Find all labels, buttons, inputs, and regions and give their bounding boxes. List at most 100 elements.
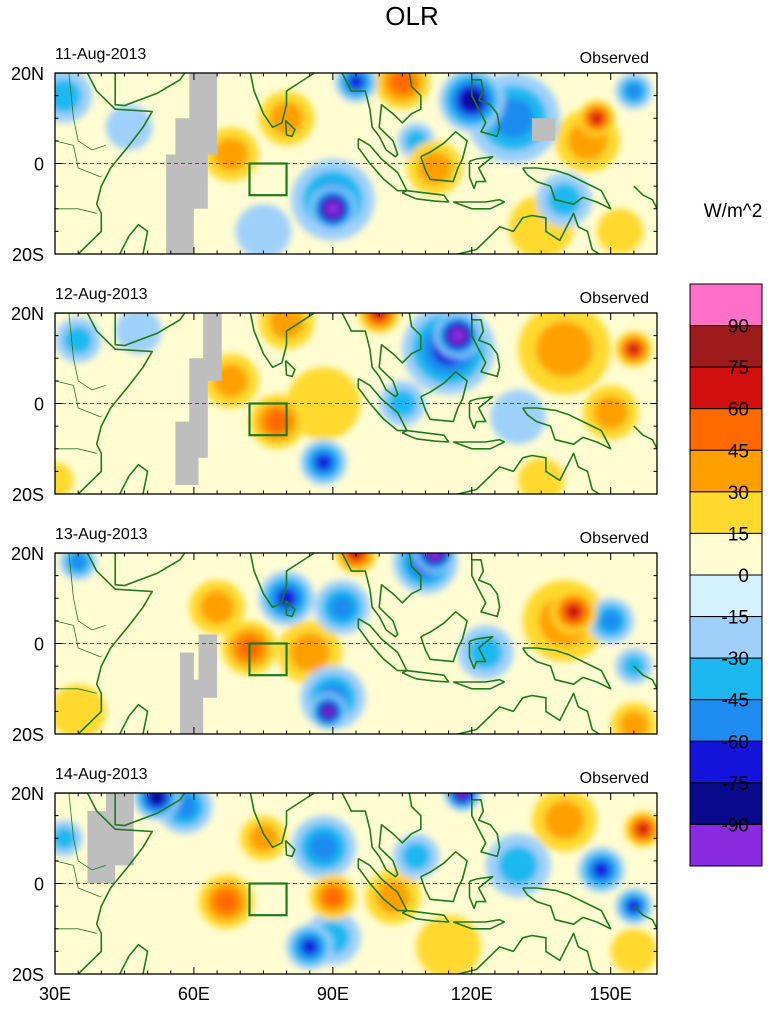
missing-data-mask [175, 313, 222, 485]
coastline [284, 839, 296, 858]
colorbar-level-label: -30 [722, 649, 749, 670]
country-border [55, 140, 102, 178]
olr-contour [269, 313, 304, 339]
coastline [119, 703, 149, 734]
country-border [55, 620, 102, 658]
coastline [468, 395, 494, 430]
olr-contour [371, 313, 387, 321]
olr-contour [625, 83, 643, 100]
olr-contour [600, 610, 621, 631]
olr-field [55, 553, 657, 734]
coastline [522, 407, 612, 450]
coastline [420, 611, 468, 663]
olr-contour [544, 800, 585, 840]
index-box-region [248, 162, 288, 197]
coastline [231, 313, 316, 369]
coastline [468, 635, 494, 670]
colorbar-swatch [689, 408, 763, 451]
panel-date: 13-Aug-2013 [55, 526, 148, 543]
olr-contour [301, 938, 318, 955]
coastline [401, 669, 450, 683]
colorbar-labels: 90 75 60 45 30 15 0 -15 -30 -45 -60 -75 -90 [722, 317, 749, 837]
coastlines [55, 73, 657, 254]
coastline [633, 425, 657, 450]
panel-2: 20N 0 20S 12-Aug-2013 Observed [11, 286, 658, 505]
y-tick-label: 20N [11, 544, 44, 564]
olr-contour [55, 462, 74, 494]
y-tick-label: 20N [11, 784, 44, 804]
axis-ticks [54, 552, 658, 735]
country-border [55, 860, 102, 898]
panels: 20N 0 20S 11-Aug-2013 Observed 20N 0 20S 12-Aug-… [11, 46, 658, 985]
country-border [55, 208, 97, 214]
olr-contour [235, 204, 292, 254]
country-border [55, 928, 97, 934]
country-border [55, 448, 97, 454]
olr-contour [213, 364, 249, 398]
colorbar-swatch [689, 283, 763, 327]
olr-contour [55, 78, 82, 113]
olr-contour [315, 454, 332, 471]
coastline [55, 793, 153, 974]
olr-contour [636, 822, 650, 836]
coastline [119, 223, 149, 254]
olr-contour [309, 833, 338, 862]
coastline [114, 313, 186, 347]
olr-contour [115, 313, 162, 354]
coastline [401, 189, 450, 203]
coastline [471, 799, 501, 858]
coastline [114, 793, 186, 827]
y-tick-label: 20N [11, 304, 44, 324]
olr-contour [453, 330, 463, 341]
coastline [452, 918, 505, 930]
colorbar-swatch [689, 823, 763, 867]
coastline [231, 793, 316, 849]
colorbar-level-label: 15 [728, 524, 749, 545]
index-box-region [248, 402, 288, 437]
coastline [231, 73, 316, 129]
olr-contour [269, 101, 304, 135]
olr-contour [264, 409, 290, 434]
olr-contour [458, 793, 467, 798]
olr-contour [619, 711, 649, 734]
coastline [55, 553, 153, 734]
olr-contour [327, 203, 338, 214]
panel-label: Observed [580, 50, 649, 67]
y-tick-label: 0 [34, 635, 44, 655]
olr-contour [55, 684, 106, 734]
coastline [119, 463, 149, 494]
olr-contour [490, 389, 546, 445]
olr-contour [105, 104, 153, 150]
coastline [55, 313, 153, 494]
olr-contour [55, 827, 76, 850]
colorbar-level-label: -45 [722, 691, 749, 712]
olr-contour [389, 73, 415, 95]
coastline [341, 553, 422, 638]
coastline [633, 185, 657, 210]
coastline [456, 932, 601, 974]
country-border [55, 688, 97, 694]
y-tick-label: 0 [34, 395, 44, 415]
olr-contour [593, 395, 628, 430]
coastline [468, 875, 494, 910]
coastline [522, 647, 612, 690]
colorbar-swatches [689, 283, 763, 867]
colorbar-level-label: -15 [722, 608, 749, 629]
coastline [468, 155, 494, 190]
colorbar-level-label: 75 [728, 358, 749, 379]
country-border [68, 73, 107, 151]
olr-contour [150, 793, 164, 804]
coastline [456, 692, 601, 734]
coastline [357, 137, 408, 192]
missing-data-cell [189, 358, 208, 458]
axis-ticks [54, 792, 658, 975]
olr-contour [593, 862, 610, 878]
olr-contour [249, 824, 278, 853]
index-box-region [248, 882, 288, 917]
missing-data-cell [198, 634, 218, 698]
olr-contour [213, 889, 239, 914]
olr-contour [627, 342, 641, 356]
colorbar-swatch [689, 449, 763, 493]
olr-contour [430, 553, 440, 558]
